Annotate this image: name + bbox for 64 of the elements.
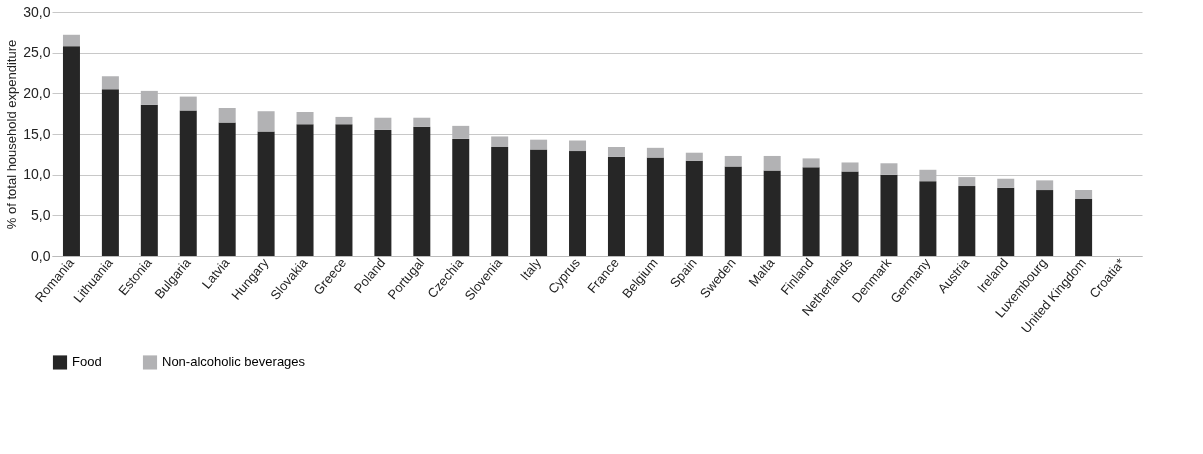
bar	[1036, 180, 1054, 191]
bar	[296, 112, 314, 125]
bar	[1075, 199, 1093, 256]
bar	[335, 124, 353, 256]
bar	[646, 147, 664, 158]
bar	[958, 177, 976, 187]
y-axis-title: % of total household expenditure	[4, 39, 20, 230]
bar	[374, 117, 392, 130]
bar	[257, 111, 275, 132]
bar	[724, 155, 742, 167]
y-tick-label: 30,0	[23, 3, 51, 20]
bar	[530, 149, 548, 256]
bar	[880, 174, 898, 256]
bar	[763, 155, 781, 171]
bar	[296, 124, 314, 256]
bar	[569, 140, 587, 152]
bar	[646, 157, 664, 256]
bar	[491, 136, 509, 148]
bar	[530, 139, 548, 150]
bar	[452, 125, 470, 139]
bar	[101, 89, 119, 256]
legend-label: Non-alcoholic beverages	[162, 354, 306, 370]
bar	[919, 181, 937, 256]
bar	[802, 158, 820, 168]
bar	[724, 166, 742, 256]
bar	[1075, 190, 1093, 200]
bar	[491, 147, 509, 256]
bar	[685, 160, 703, 256]
bar	[841, 171, 859, 256]
bar	[607, 156, 625, 256]
bar	[218, 107, 236, 123]
x-tick-label: Italy	[517, 254, 545, 284]
bar	[880, 163, 898, 175]
bar	[802, 167, 820, 256]
y-tick-label: 5,0	[31, 206, 51, 223]
bar	[335, 116, 353, 125]
bar	[685, 152, 703, 161]
y-tick-label: 20,0	[23, 84, 51, 101]
bar	[919, 169, 937, 182]
bar	[101, 76, 119, 90]
bar	[413, 126, 431, 256]
bar	[607, 147, 625, 157]
bar	[140, 90, 158, 105]
legend-label: Food	[72, 354, 102, 370]
bar	[997, 187, 1015, 256]
bar	[958, 186, 976, 256]
bar	[841, 162, 859, 172]
bar	[62, 46, 80, 256]
bar	[179, 96, 197, 111]
bar	[140, 104, 158, 256]
bar	[257, 131, 275, 256]
bar	[1036, 190, 1054, 256]
bar	[374, 129, 392, 256]
bar	[569, 151, 587, 256]
bar	[763, 170, 781, 256]
bar	[452, 138, 470, 256]
bar	[218, 122, 236, 256]
bar	[997, 178, 1015, 188]
y-tick-label: 25,0	[23, 44, 51, 61]
y-tick-label: 10,0	[23, 166, 51, 183]
y-tick-label: 15,0	[23, 125, 51, 142]
bar	[179, 110, 197, 256]
bar	[413, 117, 431, 127]
bar	[62, 34, 80, 47]
